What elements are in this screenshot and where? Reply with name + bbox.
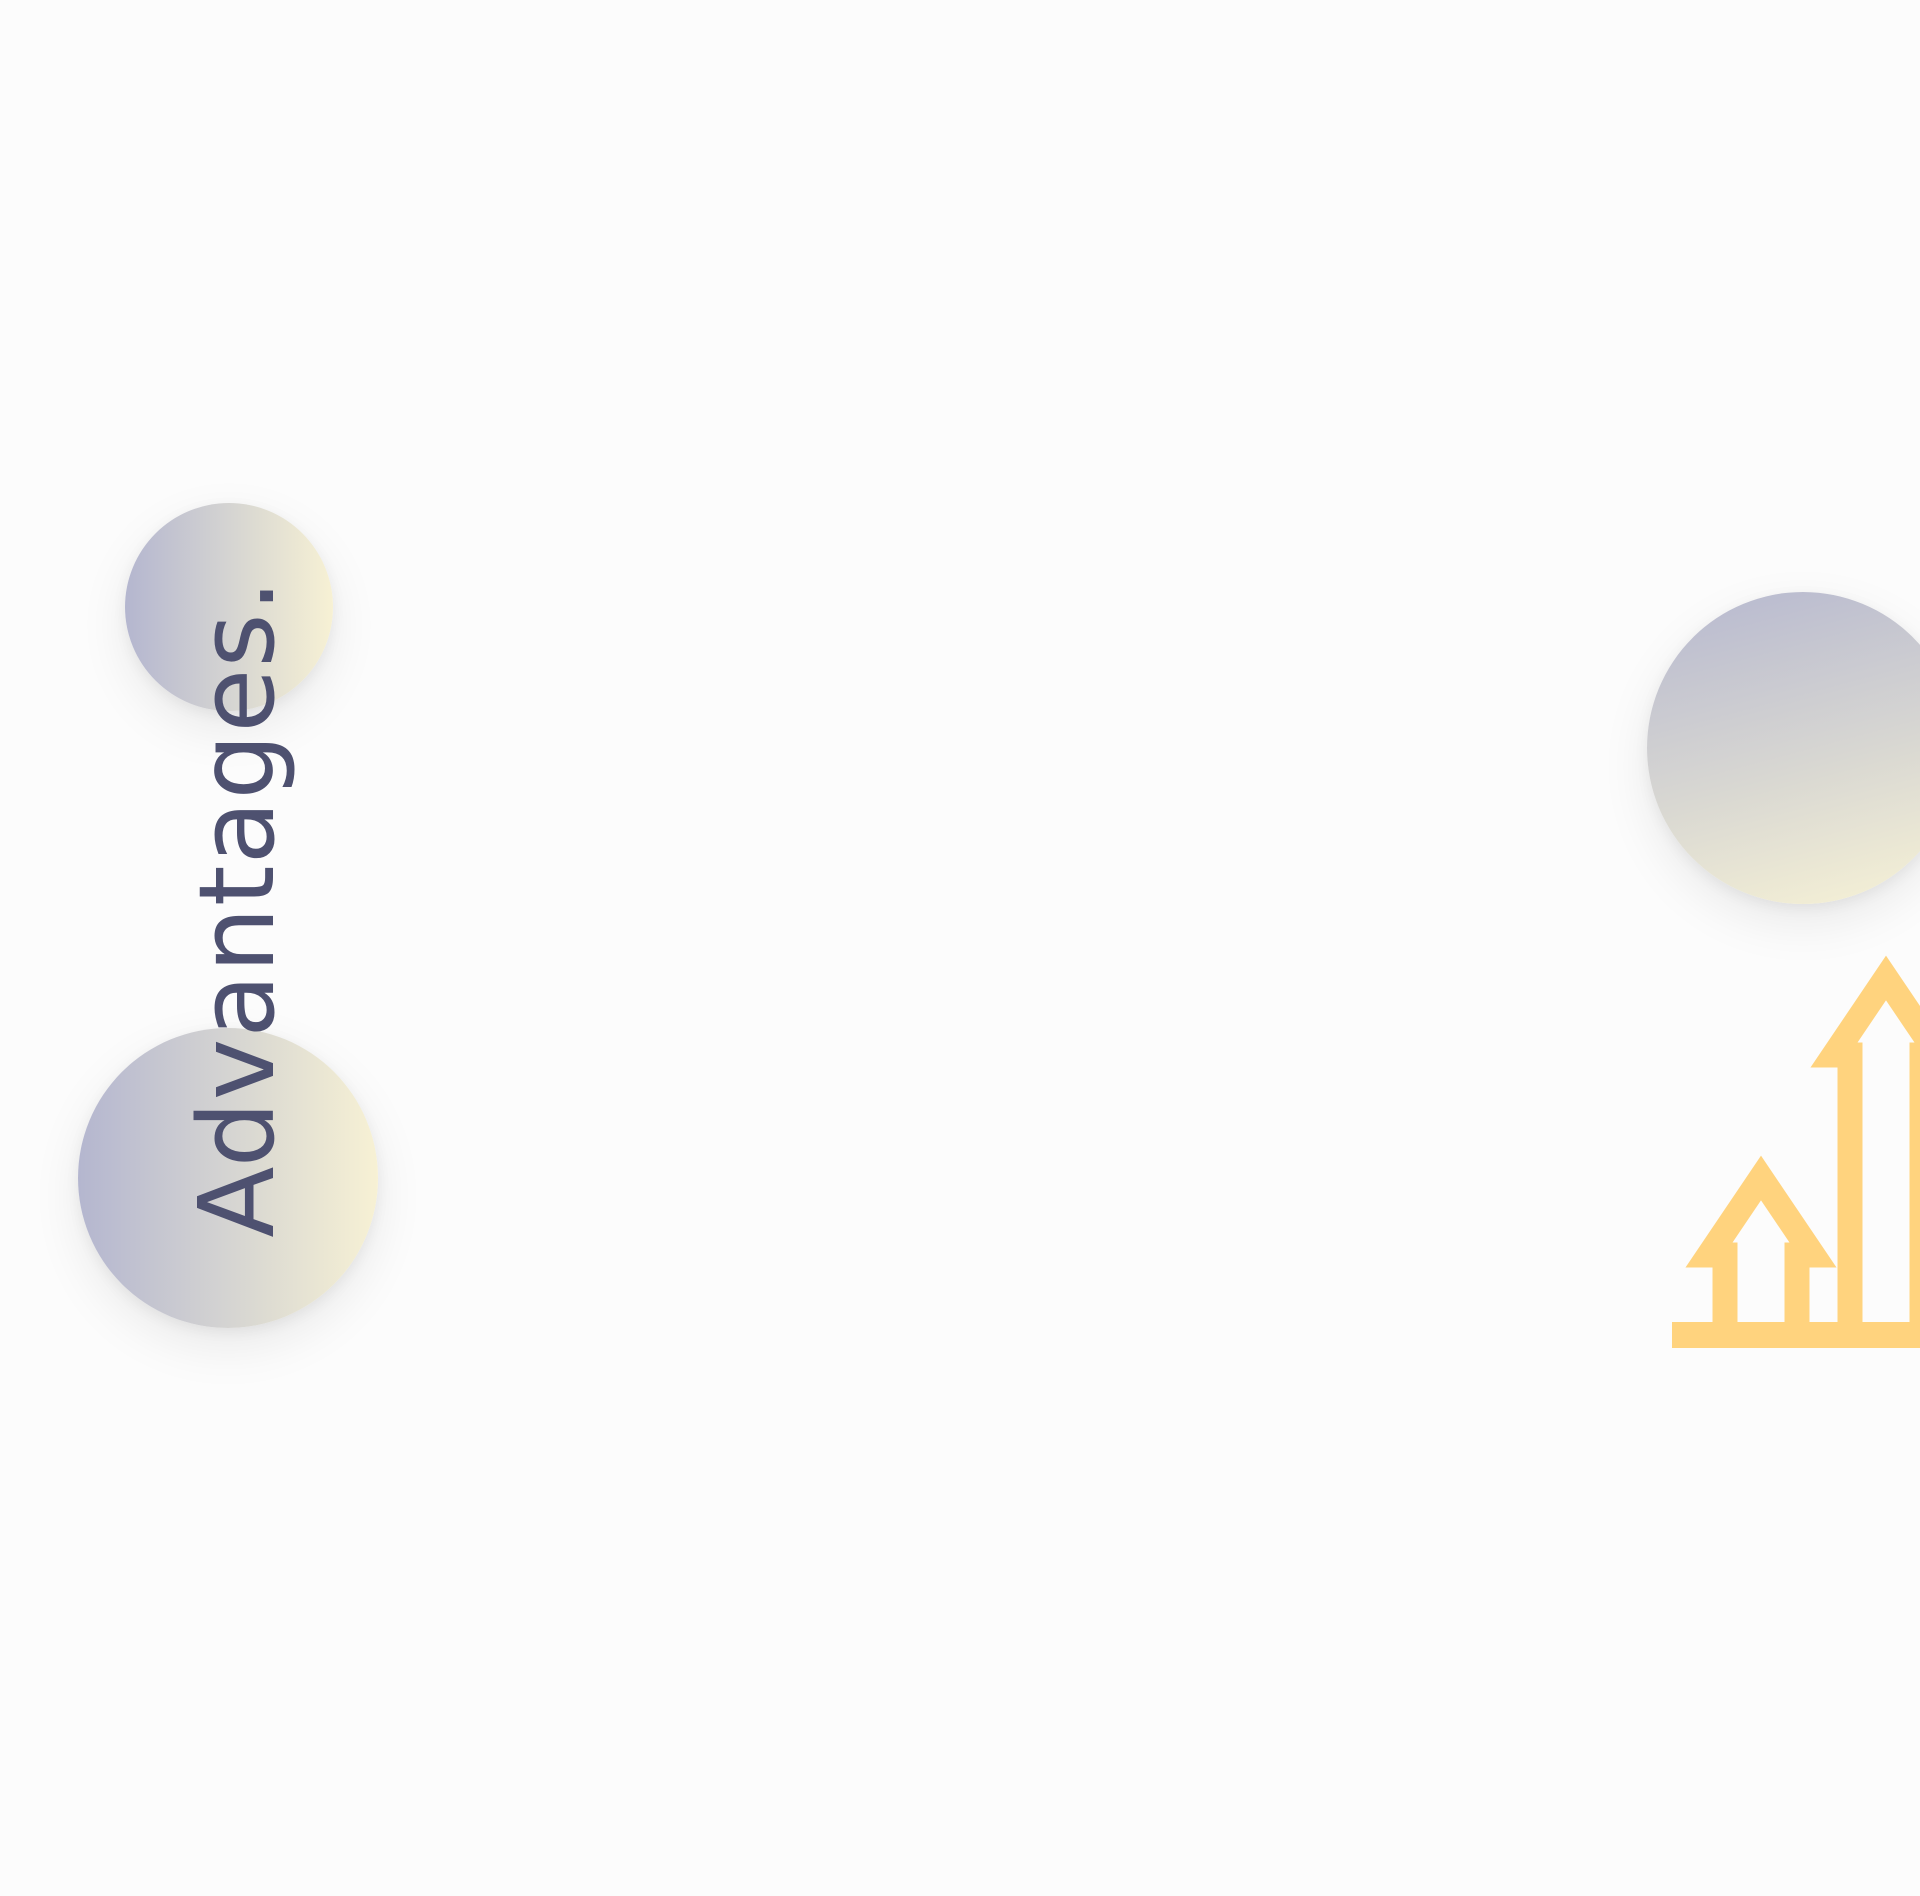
decorative-bubble-top bbox=[125, 503, 333, 711]
decorative-bubble-right bbox=[1647, 592, 1920, 904]
decorative-bubble-bottom bbox=[78, 1028, 378, 1328]
section-heading: Advantages. bbox=[176, 578, 298, 1238]
growth-arrows-icon bbox=[1672, 955, 1920, 1348]
